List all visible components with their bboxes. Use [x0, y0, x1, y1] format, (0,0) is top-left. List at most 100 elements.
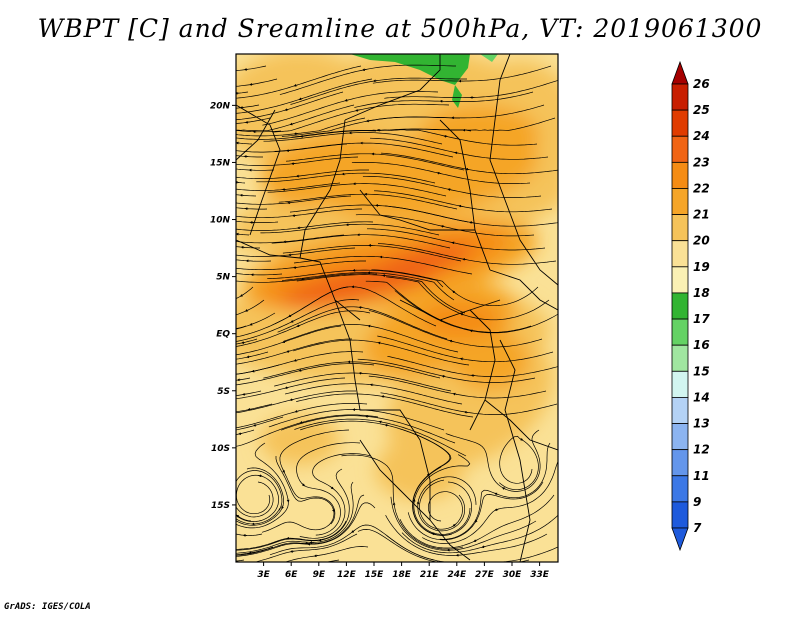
lon-tick-label: 30E — [503, 570, 523, 580]
streamline-arrow — [252, 423, 258, 427]
lat-tick-label: 10S — [211, 444, 230, 454]
streamline-arrow — [494, 508, 499, 511]
country-borders — [236, 54, 558, 562]
streamlines — [236, 64, 558, 562]
latitude-axis: 20N 15N 10N 5N EQ 5S 10S 15S — [210, 101, 236, 511]
colorbar-label: 25 — [693, 103, 710, 117]
longitude-axis: 3E 6E 9E 12E 15E 18E 21E 24E 27E 30E 33E — [257, 562, 550, 580]
colorbar-label: 13 — [693, 417, 710, 431]
streamline-arrow — [452, 290, 456, 294]
streamline-arrow — [384, 423, 389, 427]
streamline-arrow — [251, 369, 256, 373]
streamline-arrow — [344, 98, 349, 102]
streamline-arrow — [313, 554, 319, 558]
streamline-arrow — [239, 294, 244, 297]
streamline-arrow — [249, 322, 254, 326]
streamline-44 — [236, 208, 362, 219]
streamline-arrow — [451, 241, 456, 245]
colorbar-box — [671, 344, 689, 372]
streamline-12 — [236, 104, 260, 109]
border-line-11 — [236, 109, 276, 161]
streamline-arrow — [355, 108, 360, 112]
streamline-133 — [236, 507, 281, 525]
streamline-arrow — [330, 486, 334, 490]
lon-tick-label: 6E — [285, 570, 298, 580]
colorbar-box — [671, 449, 689, 477]
border-line-4 — [439, 119, 491, 271]
streamline-83 — [236, 338, 352, 365]
streamline-102 — [236, 403, 273, 413]
streamline-arrow — [465, 168, 470, 171]
colorbar-label: 23 — [693, 155, 710, 169]
colorbar-box — [671, 109, 689, 137]
border-line-0 — [236, 239, 361, 321]
streamline-arrow — [246, 355, 251, 359]
streamline-arrow — [299, 420, 304, 424]
streamline-arrow — [447, 188, 452, 191]
streamline-arrow — [282, 340, 287, 344]
border-line-8 — [469, 309, 496, 431]
streamline-0 — [236, 65, 267, 71]
streamline-arrow — [236, 514, 240, 518]
colorbar-label: 7 — [693, 521, 702, 535]
streamline-16 — [236, 117, 271, 124]
streamline-arrow — [381, 395, 386, 399]
colorbar-box — [671, 501, 689, 529]
border-line-13 — [484, 399, 558, 451]
colorbar-box — [671, 370, 689, 398]
lon-tick-label: 33E — [530, 570, 550, 580]
streamline-106 — [236, 416, 284, 431]
streamline-arrow — [475, 518, 478, 523]
chart-title: WBPT [C] and Sreamline at 500hPa, VT: 20… — [37, 14, 763, 43]
streamline-arrow — [238, 432, 243, 435]
streamline-arrow — [236, 327, 238, 331]
streamline-138 — [236, 520, 347, 550]
streamline-arrow — [284, 108, 289, 111]
streamline-arrow — [281, 505, 284, 510]
colorbar-box — [671, 423, 689, 451]
streamline-52 — [236, 234, 345, 244]
lat-tick-label: 5N — [216, 273, 230, 283]
streamline-arrow — [436, 171, 441, 175]
streamline-arrow — [244, 309, 249, 312]
streamline-55 — [236, 246, 260, 249]
streamline-arrow — [365, 119, 371, 123]
lat-tick-label: 15S — [211, 501, 230, 511]
streamline-arrow — [452, 523, 457, 527]
streamline-arrow — [481, 545, 486, 549]
streamline-arrow — [290, 320, 295, 323]
lon-tick-label: 3E — [257, 570, 270, 580]
colorbar-label: 14 — [693, 390, 710, 404]
streamline-60 — [236, 260, 366, 271]
lon-tick-label: 18E — [392, 570, 412, 580]
streamline-arrow — [463, 410, 469, 414]
colorbar-box — [671, 475, 689, 503]
colorbar-bottom-triangle — [671, 527, 689, 552]
streamline-125 — [236, 470, 283, 518]
streamline-arrow — [377, 341, 382, 345]
streamline-arrow — [289, 398, 294, 402]
streamline-78 — [236, 325, 247, 330]
border-line-5 — [359, 189, 475, 231]
streamline-150 — [325, 559, 340, 562]
streamline-109 — [236, 429, 255, 435]
colorbar-box — [671, 135, 689, 163]
wbpt-shaded-field — [236, 54, 558, 562]
border-line-1 — [236, 104, 281, 236]
colorbar-box — [671, 240, 689, 268]
streamline-arrow — [286, 498, 290, 503]
lon-tick-label: 15E — [365, 570, 385, 580]
streamline-arrow — [519, 437, 524, 441]
lon-tick-label: 21E — [420, 570, 440, 580]
streamline-arrow — [293, 83, 298, 87]
streamline-arrow — [247, 407, 252, 411]
streamline-arrow — [469, 329, 474, 333]
border-line-7 — [399, 299, 501, 321]
streamline-arrow — [454, 151, 459, 155]
streamline-arrow — [452, 392, 457, 396]
streamline-arrow — [296, 324, 301, 327]
colorbar-label: 20 — [693, 234, 710, 248]
border-line-6 — [334, 299, 421, 441]
streamline-arrow — [289, 122, 294, 126]
lon-tick-label: 24E — [447, 570, 467, 580]
